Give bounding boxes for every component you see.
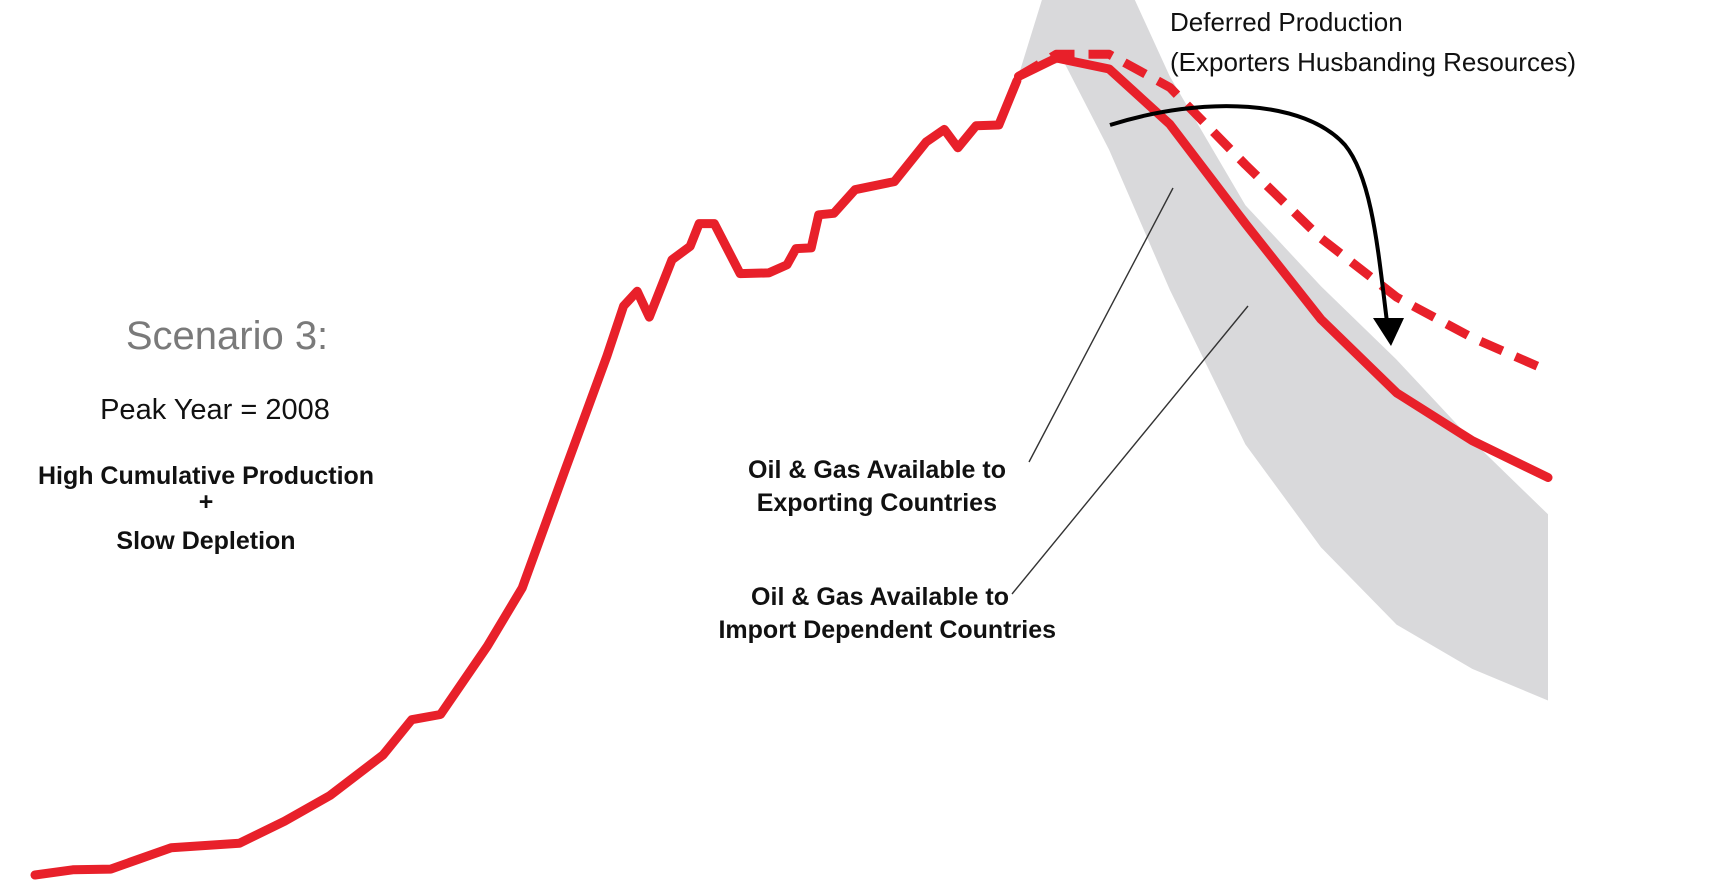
- scenario-description-line2: Slow Depletion: [116, 527, 295, 555]
- series-line-historical-production: [30, 76, 1022, 880]
- uncertainty-band-layer: [1016, 0, 1548, 701]
- import-annotation-line2: Import Dependent Countries: [718, 616, 1056, 644]
- series-layer: [30, 49, 1553, 880]
- import-annotation-line1: Oil & Gas Available to: [751, 583, 1009, 611]
- deferred-production-arrow: [1109, 104, 1389, 323]
- leader-lines: [1011, 187, 1249, 595]
- deferred-production-label-line2: (Exporters Husbanding Resources): [1170, 47, 1576, 77]
- arrow-head-icon: [1373, 318, 1404, 346]
- series-line-exporting-countries: [1016, 49, 1550, 375]
- exporting-annotation-line2: Exporting Countries: [757, 489, 997, 517]
- deferred-production-label-line1: Deferred Production: [1170, 7, 1403, 37]
- leader-line-exporting: [1028, 187, 1174, 463]
- leader-line-import: [1011, 305, 1249, 595]
- series-line-import-dependent-countries: [1014, 53, 1553, 482]
- uncertainty-band: [1016, 0, 1548, 701]
- scenario-description-line1: High Cumulative Production: [38, 462, 374, 490]
- peak-year-label: Peak Year = 2008: [100, 394, 330, 426]
- scenario-title: Scenario 3:: [126, 314, 328, 358]
- exporting-annotation-line1: Oil & Gas Available to: [748, 456, 1006, 484]
- scenario-description-plus: +: [199, 488, 214, 516]
